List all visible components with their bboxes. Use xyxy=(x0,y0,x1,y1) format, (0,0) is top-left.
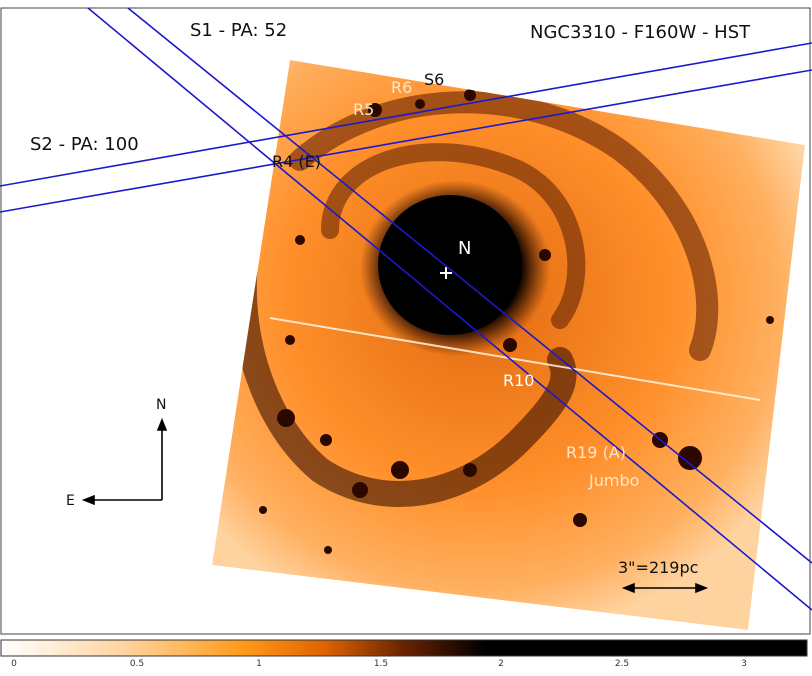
slit-s2 xyxy=(0,42,812,213)
jumbo-label: Jumbo xyxy=(589,471,640,490)
slit-s1 xyxy=(87,7,812,611)
scale-bar-label: 3"=219pc xyxy=(618,558,699,577)
compass-east-label: E xyxy=(66,493,75,509)
region-r19-label: R19 (A) xyxy=(566,443,626,462)
compass-north-label: N xyxy=(156,397,167,413)
colorbar-tick: 2 xyxy=(498,659,504,669)
colorbar-tick: 3 xyxy=(741,659,747,669)
region-r10-label: R10 xyxy=(503,371,535,390)
colorbar-tick: 1 xyxy=(256,659,262,669)
region-s6-label: S6 xyxy=(424,70,445,89)
colorbar-tick: 2.5 xyxy=(614,659,630,669)
nucleus-label: N xyxy=(458,238,472,259)
compass xyxy=(81,417,168,506)
region-r4-label: R4 (E) xyxy=(272,152,321,171)
spiral-arm-outer xyxy=(289,91,719,361)
colorbar-tick: 0 xyxy=(11,659,17,669)
star-clusters xyxy=(259,89,774,623)
spiral-arm-ring xyxy=(321,143,586,329)
region-r5-label: R5 xyxy=(353,100,375,119)
nucleus-marker xyxy=(440,267,452,279)
slit-s1-label: S1 - PA: 52 xyxy=(190,20,288,41)
slit-s2-label: S2 - PA: 100 xyxy=(30,134,139,155)
colorbar-tick: 1.5 xyxy=(373,659,389,669)
scale-bar xyxy=(621,582,709,594)
spiral-arm-inner xyxy=(230,217,577,507)
colorbar xyxy=(0,639,808,657)
region-r6-label: R6 xyxy=(391,78,413,97)
colorbar-tick: 0.5 xyxy=(129,659,145,669)
hst-image-tile xyxy=(212,60,805,630)
image-title: NGC3310 - F160W - HST xyxy=(530,22,751,43)
image-streak xyxy=(269,317,761,401)
